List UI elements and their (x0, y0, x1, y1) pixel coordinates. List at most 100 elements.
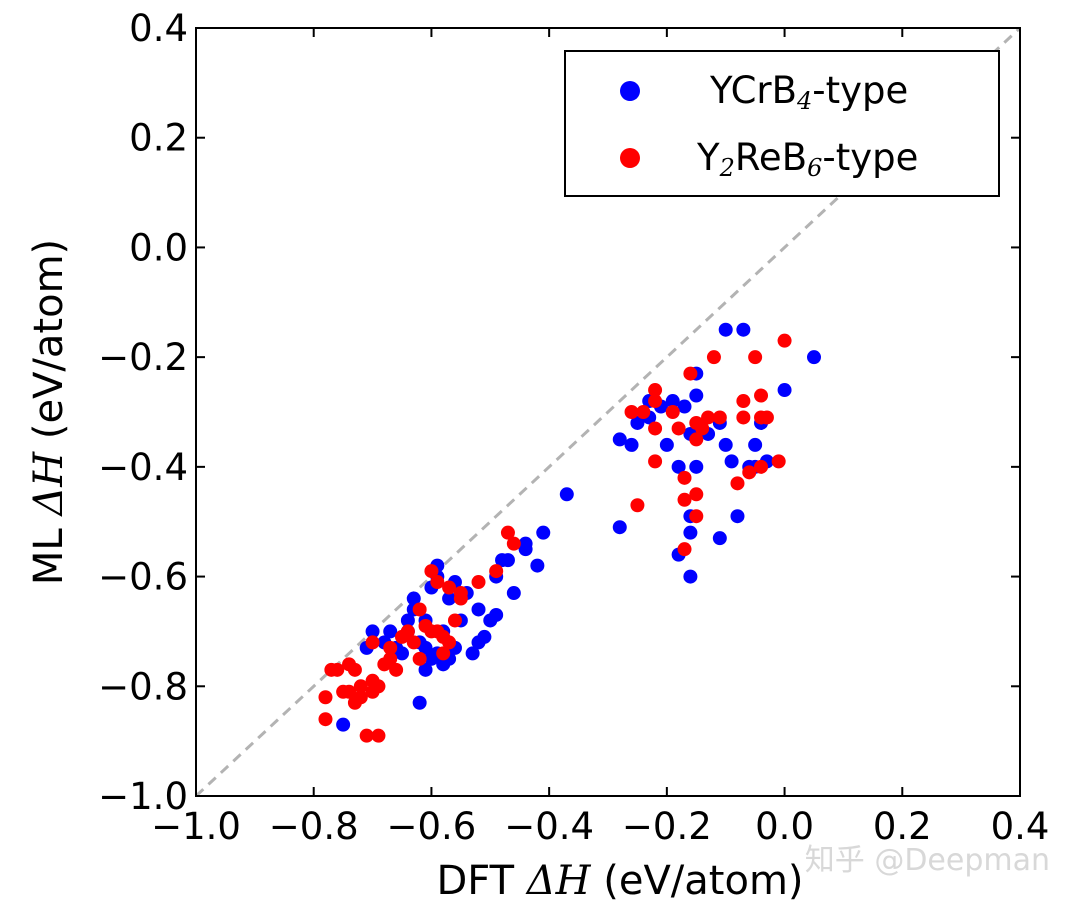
ycrb4-point-45 (612, 432, 627, 447)
ycrb4-point-47 (630, 415, 645, 430)
y2reb6-point-40 (500, 525, 515, 540)
ycrb4-point-55 (677, 399, 692, 414)
y2reb6-point-56 (689, 432, 704, 447)
ycrb4-point-10 (406, 591, 421, 606)
y2reb6-point-6 (342, 684, 357, 699)
y2reb6-point-3 (330, 662, 345, 677)
y-tick-label-7: 0.4 (129, 7, 188, 50)
ycrb4-point-46 (624, 437, 639, 452)
data-points (318, 322, 821, 743)
y2reb6-point-23 (406, 635, 421, 650)
ycrb4-point-4 (383, 624, 398, 639)
ycrb4-point-68 (724, 454, 739, 469)
y-tick-label-3: −0.4 (98, 446, 188, 489)
ycrb4-point-54 (671, 459, 686, 474)
ycrb4-point-69 (730, 509, 745, 524)
y2reb6-point-16 (371, 679, 386, 694)
legend-label-y2reb6: Y2ReB6-type (696, 136, 918, 182)
ycrb4-point-8 (400, 613, 415, 628)
y2reb6-point-8 (347, 662, 362, 677)
x-tick-label-4: −0.2 (622, 805, 712, 848)
y2reb6-point-47 (648, 383, 663, 398)
y2reb6-point-69 (754, 388, 769, 403)
y2reb6-point-42 (630, 498, 645, 513)
y-axis-label: ML ΔH (eV/atom) (26, 239, 72, 585)
y2reb6-point-66 (742, 465, 757, 480)
y2reb6-point-63 (730, 476, 745, 491)
y-tick-label-1: −0.8 (98, 665, 188, 708)
ycrb4-point-43 (559, 487, 574, 502)
ycrb4-point-30 (471, 602, 486, 617)
y2reb6-point-22 (400, 624, 415, 639)
y-tick-label-4: −0.2 (98, 336, 188, 379)
y2reb6-point-24 (412, 651, 427, 666)
legend-label-ycrb4: YCrB4-type (709, 69, 908, 115)
y2reb6-point-15 (371, 728, 386, 743)
ycrb4-point-42 (536, 525, 551, 540)
ycrb4-point-29 (465, 646, 480, 661)
y2reb6-point-44 (624, 405, 639, 419)
x-tick-label-0: −1.0 (151, 805, 241, 848)
ycrb4-point-34 (489, 607, 504, 622)
y2reb6-point-62 (712, 410, 727, 425)
y2reb6-point-13 (365, 635, 380, 650)
y2reb6-point-11 (359, 728, 374, 743)
y2reb6-point-73 (777, 333, 792, 348)
ycrb4-point-2 (365, 624, 380, 639)
ycrb4-point-37 (500, 553, 515, 568)
y2reb6-point-31 (436, 646, 451, 661)
ycrb4-point-41 (530, 558, 545, 573)
y2reb6-point-29 (430, 575, 445, 590)
plot-frame (195, 27, 1021, 797)
x-tick-label-7: 0.4 (991, 805, 1050, 848)
y2reb6-point-10 (353, 690, 368, 705)
y2reb6-point-48 (648, 454, 663, 469)
y2reb6-point-20 (389, 662, 404, 677)
ycrb4-point-38 (506, 586, 521, 601)
y2reb6-point-50 (671, 421, 686, 436)
y2reb6-point-37 (453, 591, 468, 606)
ycrb4-point-77 (807, 350, 821, 365)
y2reb6-point-49 (665, 405, 680, 419)
y2reb6-point-51 (677, 470, 692, 485)
y2reb6-point-34 (442, 580, 457, 595)
x-tick-label-2: −0.6 (386, 805, 476, 848)
y2reb6-point-25 (412, 602, 427, 617)
y2reb6-point-28 (424, 564, 439, 579)
ycrb4-point-11 (412, 695, 427, 710)
y2reb6-point-59 (695, 421, 710, 436)
ycrb4-point-62 (689, 459, 704, 474)
y2reb6-point-39 (489, 564, 504, 579)
ycrb4-point-0 (336, 717, 351, 732)
ycrb4-point-40 (518, 542, 533, 557)
y2reb6-point-53 (677, 542, 692, 557)
ycrb4-point-76 (777, 383, 792, 398)
legend-marker-y2reb6 (620, 148, 640, 168)
y2reb6-point-64 (736, 410, 751, 425)
x-tick-label-5: 0.0 (755, 805, 814, 848)
x-tick-label-6: 0.2 (873, 805, 932, 848)
ycrb4-point-70 (736, 322, 751, 337)
ycrb4-point-14 (418, 640, 433, 655)
y2reb6-point-61 (706, 350, 721, 365)
y2reb6-point-38 (471, 575, 486, 590)
y2reb6-point-68 (754, 459, 769, 474)
ycrb4-point-44 (612, 520, 627, 535)
legend-marker-ycrb4 (620, 81, 640, 101)
ycrb4-point-73 (748, 437, 763, 452)
y2reb6-point-35 (447, 613, 462, 628)
axis-ticks (195, 27, 1021, 797)
ycrb4-point-52 (665, 394, 680, 409)
ycrb4-point-13 (418, 662, 433, 677)
y2reb6-point-41 (506, 536, 521, 551)
y2reb6-point-43 (636, 405, 651, 419)
y2reb6-point-71 (759, 410, 774, 425)
y2reb6-point-54 (683, 366, 698, 381)
legend: YCrB4-type Y2ReB6-type (564, 50, 1000, 197)
ycrb4-point-51 (659, 437, 674, 452)
y2reb6-point-0 (318, 690, 333, 705)
x-tick-labels: −1.0 −0.8 −0.6 −0.4 −0.2 0.0 0.2 0.4 (151, 805, 1049, 848)
ycrb4-point-67 (718, 322, 733, 337)
x-axis-label: DFT ΔH (eV/atom) (436, 858, 803, 904)
y2reb6-point-57 (689, 487, 704, 502)
